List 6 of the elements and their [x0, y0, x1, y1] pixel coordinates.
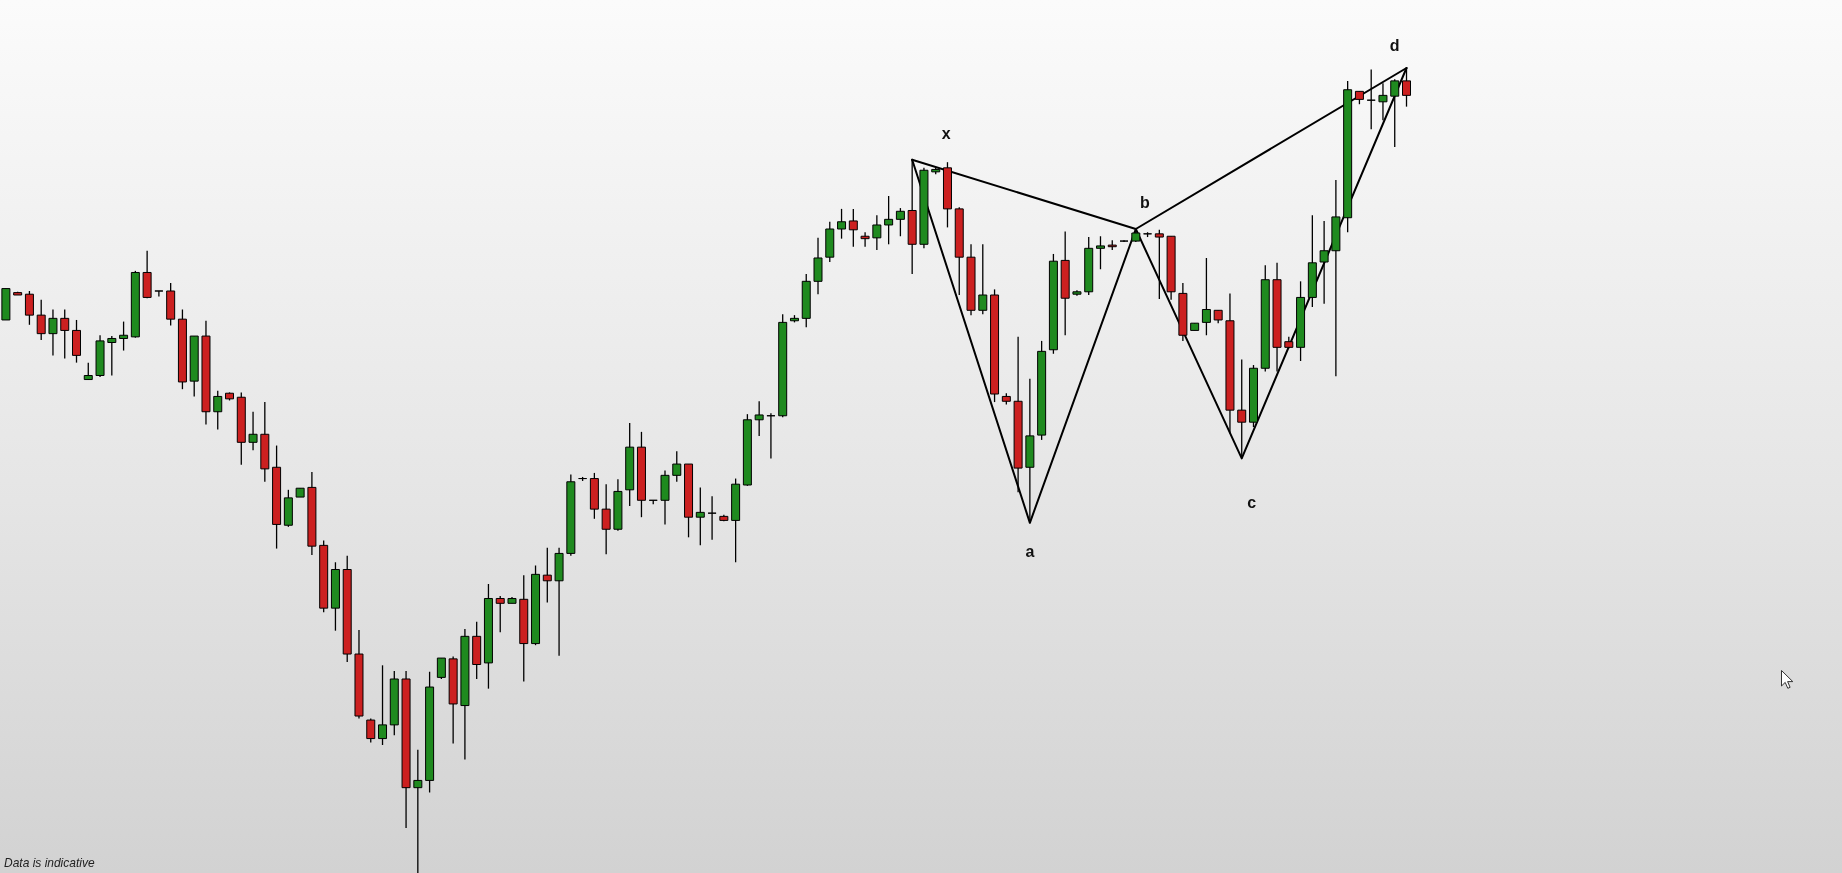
annotation: c: [1247, 494, 1257, 512]
text: d: [1389, 37, 1400, 54]
annotation: x: [941, 124, 951, 142]
annotation: b: [1139, 194, 1150, 211]
annotation: Data is indicative: [4, 856, 95, 870]
annotation: a: [1025, 542, 1035, 560]
